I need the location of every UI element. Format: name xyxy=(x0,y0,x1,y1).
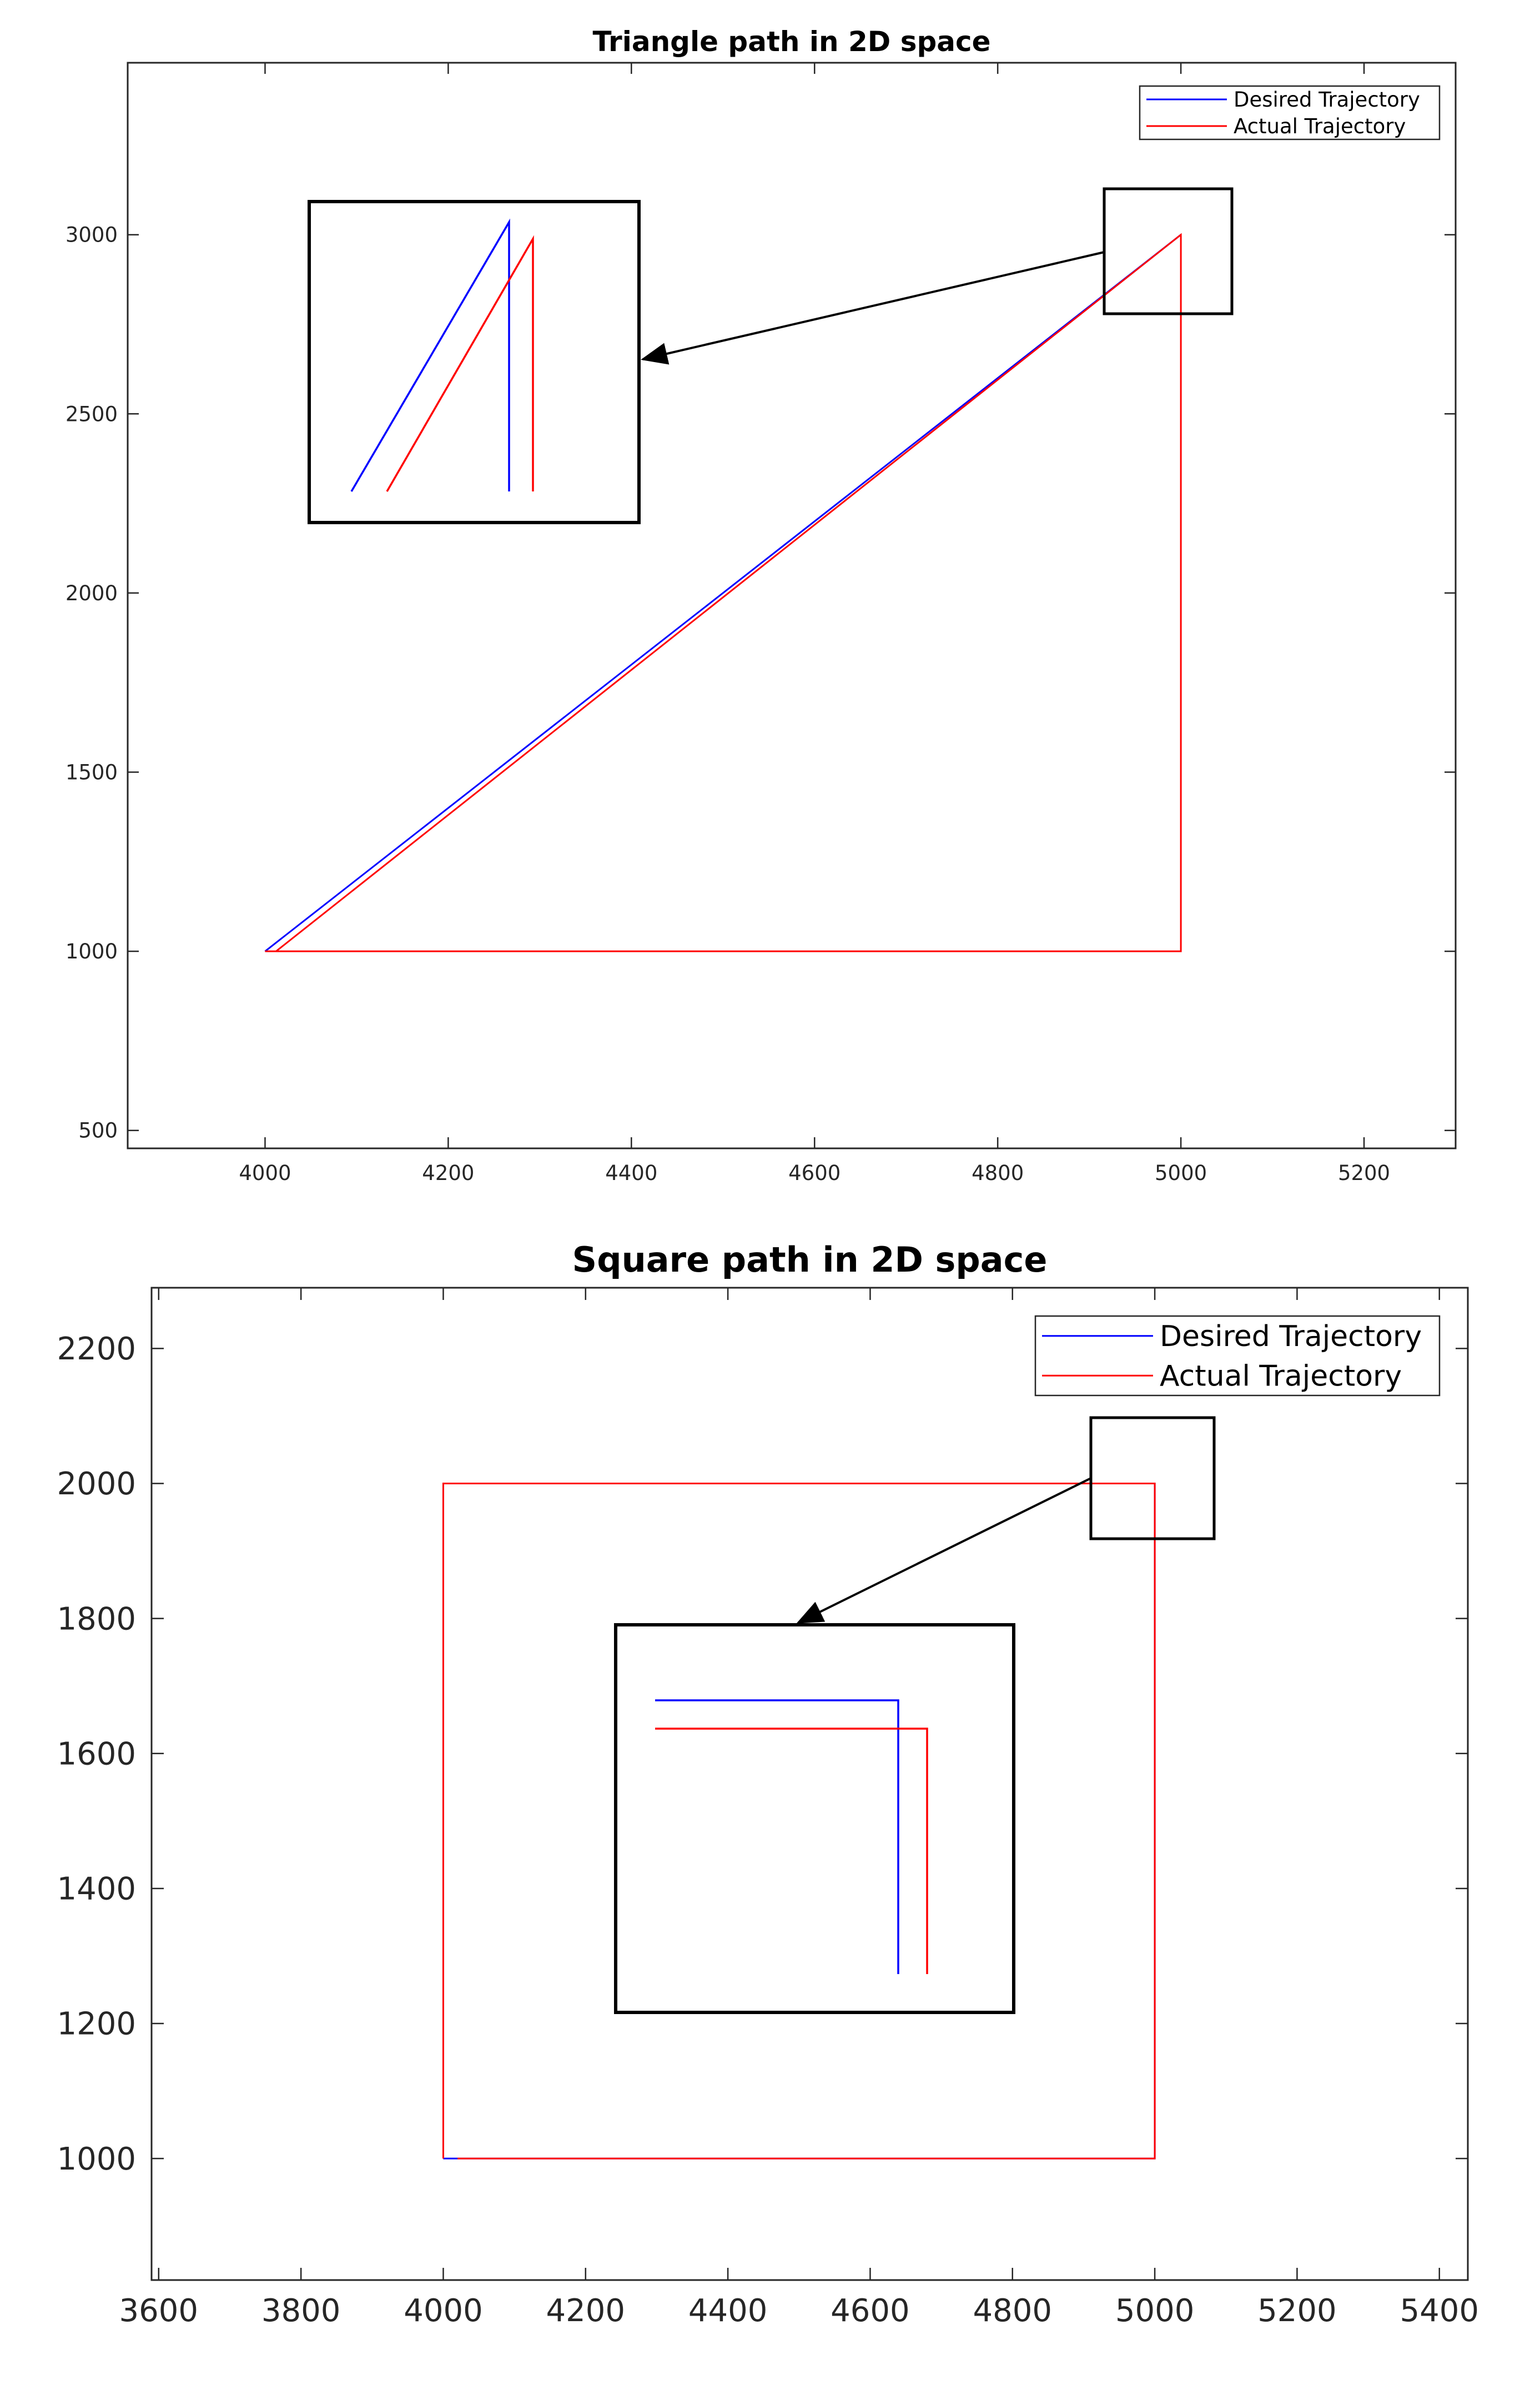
chart-title: Triangle path in 2D space xyxy=(592,26,990,58)
y-tick-label: 2000 xyxy=(57,1466,136,1502)
zoom-inset-box xyxy=(308,200,641,524)
x-tick-label: 5200 xyxy=(1338,1161,1390,1185)
inset-actual-line xyxy=(386,235,534,492)
y-tick-label: 1600 xyxy=(57,1736,136,1772)
x-tick-label: 3600 xyxy=(119,2293,199,2329)
zoom-inset-box xyxy=(614,1623,1015,2014)
series-line xyxy=(442,1483,1156,2160)
axes-box xyxy=(127,62,1457,1149)
series-line xyxy=(264,234,1182,952)
x-tick-label: 4600 xyxy=(831,2293,910,2329)
x-tick-label: 4200 xyxy=(546,2293,626,2329)
x-tick-label: 4800 xyxy=(972,1161,1024,1185)
x-tick-label: 4800 xyxy=(973,2293,1053,2329)
axes-box xyxy=(150,1287,1469,2281)
y-tick-label: 1800 xyxy=(57,1601,136,1637)
y-tick-label: 1000 xyxy=(66,940,118,963)
zoom-region-box xyxy=(1089,1416,1216,1540)
y-tick-label: 500 xyxy=(78,1119,118,1143)
inset-desired-line xyxy=(655,1699,899,1974)
y-tick-label: 1400 xyxy=(57,1871,136,1907)
legend-box xyxy=(1034,1315,1441,1397)
x-tick-label: 4200 xyxy=(422,1161,474,1185)
x-tick-label: 4000 xyxy=(404,2293,483,2329)
y-tick-label: 2200 xyxy=(57,1331,136,1367)
y-tick-label: 2000 xyxy=(66,581,118,605)
x-tick-label: 5400 xyxy=(1400,2293,1479,2329)
zoom-arrow xyxy=(796,1477,1091,1624)
legend-label: Desired Trajectory xyxy=(1234,88,1420,112)
zoom-region-box xyxy=(1103,187,1234,315)
x-tick-label: 4600 xyxy=(788,1161,841,1185)
y-tick-label: 3000 xyxy=(66,223,118,247)
x-tick-label: 4400 xyxy=(605,1161,657,1185)
y-tick-label: 1200 xyxy=(57,2006,136,2042)
chart-title: Square path in 2D space xyxy=(572,1239,1048,1280)
x-tick-label: 5000 xyxy=(1115,2293,1195,2329)
legend-label: Actual Trajectory xyxy=(1234,114,1406,138)
legend-label: Actual Trajectory xyxy=(1160,1359,1402,1393)
zoom-arrow xyxy=(641,251,1105,365)
y-tick-label: 2500 xyxy=(66,402,118,426)
y-tick-label: 1000 xyxy=(57,2141,136,2177)
x-tick-label: 4400 xyxy=(688,2293,768,2329)
y-tick-label: 1500 xyxy=(66,760,118,784)
inset-actual-line xyxy=(655,1728,928,1974)
x-tick-label: 4000 xyxy=(239,1161,291,1185)
legend-box xyxy=(1139,85,1441,140)
inset-desired-line xyxy=(350,218,510,492)
chart-1: Triangle path in 2D space 4000 4200 4400 460… xyxy=(66,26,1457,1185)
x-tick-label: 5200 xyxy=(1257,2293,1337,2329)
legend-label: Desired Trajectory xyxy=(1160,1320,1422,1353)
series-line xyxy=(265,233,1182,952)
x-tick-label: 3800 xyxy=(261,2293,341,2329)
x-tick-label: 5000 xyxy=(1155,1161,1207,1185)
chart-2: Square path in 2D space 3600 3800 4000 4200 4… xyxy=(57,1239,1479,2329)
